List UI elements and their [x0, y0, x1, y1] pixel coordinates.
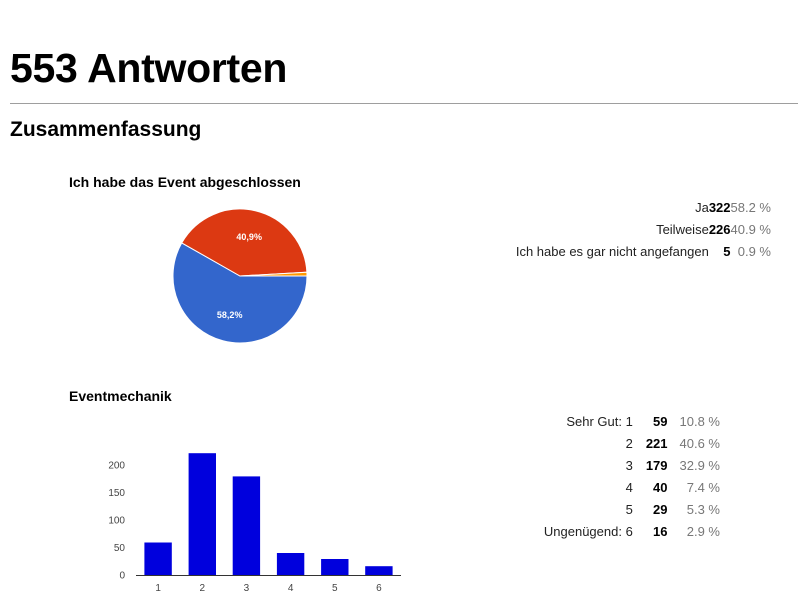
answer-count: 226 — [708, 222, 731, 237]
answer-label: 4 — [625, 480, 633, 495]
answer-percent: 10.8 % — [679, 414, 720, 429]
title-divider — [10, 103, 798, 104]
answer-label: Ich habe es gar nicht angefangen — [515, 244, 709, 259]
answer-percent: 58.2 % — [730, 200, 771, 215]
y-tick-label: 0 — [119, 571, 125, 582]
answer-percent: 32.9 % — [679, 458, 720, 473]
y-tick-label: 200 — [108, 460, 125, 471]
question-title-event-completed: Ich habe das Event abgeschlossen — [69, 174, 301, 190]
x-tick-label: 1 — [155, 583, 161, 594]
table-row: Ja 322 58.2 % — [516, 197, 771, 219]
pie-slice-label: 40,9% — [236, 232, 262, 242]
bar — [321, 559, 349, 575]
table-row: Sehr Gut: 1 59 10.8 % — [544, 411, 720, 433]
bar — [144, 542, 172, 575]
pie-slice — [239, 271, 308, 277]
summary-table-event-mechanics: Sehr Gut: 1 59 10.8 % 2 221 40.6 % 3 179… — [544, 411, 720, 543]
answer-label: 2 — [625, 436, 633, 451]
x-tick-label: 2 — [200, 583, 206, 594]
answer-label: Sehr Gut: 1 — [566, 414, 633, 429]
y-tick-label: 100 — [108, 515, 125, 526]
answer-count: 16 — [653, 524, 668, 539]
y-tick-label: 150 — [108, 488, 125, 499]
answer-percent: 5.3 % — [686, 502, 720, 517]
answer-label: 3 — [625, 458, 633, 473]
summary-table-event-completed: Ja 322 58.2 % Teilweise 226 40.9 % Ich h… — [516, 197, 771, 263]
answer-count: 221 — [645, 436, 668, 451]
x-tick-label: 5 — [332, 583, 338, 594]
pie-slice — [181, 208, 308, 277]
x-tick-label: 4 — [288, 583, 294, 594]
answer-label: Ungenügend: 6 — [543, 524, 633, 539]
answer-label: 5 — [625, 502, 633, 517]
bar — [276, 553, 305, 575]
bar — [232, 476, 261, 575]
section-title: Zusammenfassung — [10, 118, 202, 141]
x-tick-label: 3 — [244, 583, 250, 594]
table-row: Teilweise 226 40.9 % — [516, 219, 771, 241]
answer-percent: 0.9 % — [737, 244, 771, 259]
table-row: 3 179 32.9 % — [544, 455, 720, 477]
pie-slice — [172, 242, 308, 344]
table-row: 5 29 5.3 % — [544, 499, 720, 521]
bar-chart-event-mechanics: 0 50 100 150 200 1 2 3 4 5 6 — [108, 453, 401, 594]
answer-count: 59 — [653, 414, 668, 429]
table-row: 2 221 40.6 % — [544, 433, 720, 455]
answer-count: 40 — [653, 480, 668, 495]
answer-count: 29 — [653, 502, 668, 517]
x-tick-label: 6 — [376, 583, 382, 594]
question-title-event-mechanics: Eventmechanik — [69, 388, 172, 404]
table-row: Ungenügend: 6 16 2.9 % — [544, 521, 720, 543]
answer-count: 5 — [723, 244, 731, 259]
table-row: 4 40 7.4 % — [544, 477, 720, 499]
pie-chart-event-completed: 58,2% 40,9% — [172, 208, 308, 344]
bar — [188, 453, 216, 575]
answer-count: 322 — [708, 200, 731, 215]
answer-label: Teilweise — [656, 222, 709, 237]
answer-percent: 40.6 % — [679, 436, 720, 451]
page-title: 553 Antworten — [10, 45, 288, 91]
answer-label: Ja — [695, 200, 709, 215]
answer-percent: 40.9 % — [730, 222, 771, 237]
table-row: Ich habe es gar nicht angefangen 5 0.9 % — [516, 241, 771, 263]
answer-count: 179 — [645, 458, 668, 473]
answer-percent: 7.4 % — [686, 480, 720, 495]
y-tick-label: 50 — [114, 543, 126, 554]
pie-slice-label: 58,2% — [217, 310, 243, 320]
answer-percent: 2.9 % — [686, 524, 720, 539]
bar — [365, 566, 393, 575]
